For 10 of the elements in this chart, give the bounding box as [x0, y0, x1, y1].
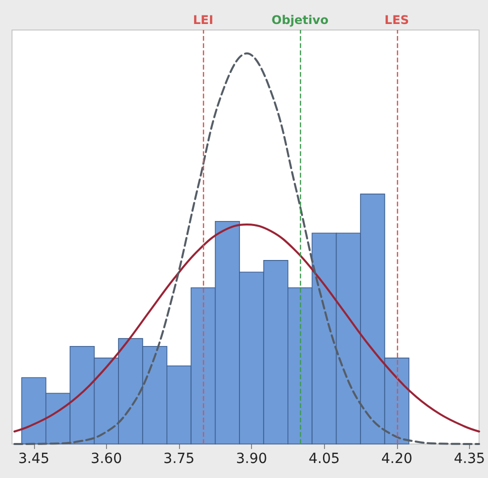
x-tick-label: 3.75: [163, 451, 195, 467]
x-tick-label: 3.60: [90, 451, 122, 467]
x-tick-label: 4.20: [381, 451, 412, 467]
ref-line-label: LEI: [193, 13, 214, 27]
x-tick-label: 4.05: [308, 451, 340, 467]
x-tick-label: 4.35: [454, 451, 485, 467]
x-tick-label: 3.90: [236, 451, 268, 467]
x-tick-label: 3.45: [18, 451, 50, 467]
ref-line-label: Objetivo: [272, 13, 328, 27]
ref-line-label: LES: [384, 13, 410, 27]
